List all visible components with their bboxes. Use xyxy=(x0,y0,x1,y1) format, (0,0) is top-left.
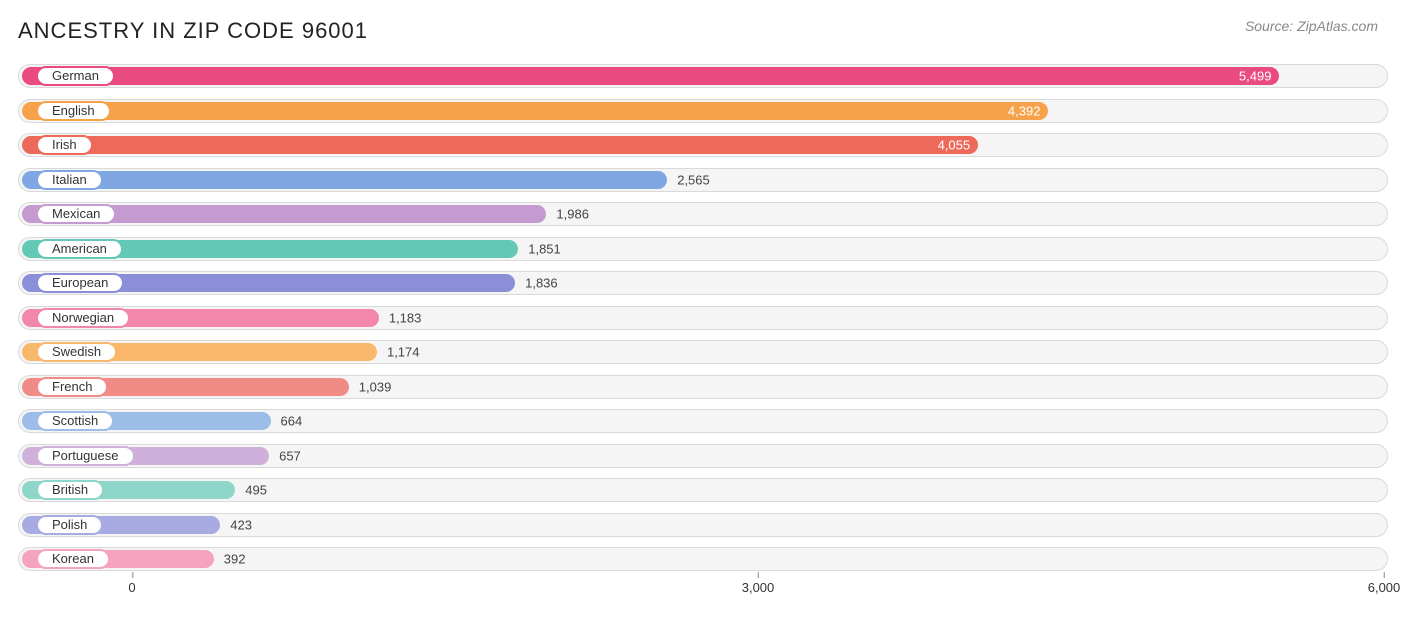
axis-tick: 0 xyxy=(128,580,135,595)
bar-label-pill: Italian xyxy=(36,170,103,190)
bar-label-pill: Polish xyxy=(36,515,103,535)
bar-value: 1,986 xyxy=(556,207,589,222)
bar-label-pill: American xyxy=(36,239,123,259)
bar-value: 1,836 xyxy=(525,276,558,291)
bar-row: Norwegian 1,183 xyxy=(18,304,1388,332)
bar-row: Italian 2,565 xyxy=(18,166,1388,194)
axis-tick: 6,000 xyxy=(1368,580,1401,595)
bar-row: Swedish 1,174 xyxy=(18,338,1388,366)
axis-tick: 3,000 xyxy=(742,580,775,595)
bar-row: European 1,836 xyxy=(18,269,1388,297)
bar-label-pill: French xyxy=(36,377,108,397)
chart-title: ANCESTRY IN ZIP CODE 96001 xyxy=(18,18,368,44)
bar-row: Mexican 1,986 xyxy=(18,200,1388,228)
bar-value: 5,499 xyxy=(1239,69,1272,84)
bar-row: English 4,392 xyxy=(18,97,1388,125)
bar-value: 1,039 xyxy=(359,379,392,394)
bar-row: Portuguese 657 xyxy=(18,442,1388,470)
bar-value: 657 xyxy=(279,448,301,463)
bar-label-pill: European xyxy=(36,273,124,293)
bar-row: Polish 423 xyxy=(18,511,1388,539)
bar-value: 4,055 xyxy=(938,138,971,153)
bar-fill xyxy=(22,171,667,189)
bar-track xyxy=(18,513,1388,537)
bar-label-pill: Mexican xyxy=(36,204,116,224)
bar-label-pill: British xyxy=(36,480,104,500)
bar-label-pill: English xyxy=(36,101,111,121)
bar-value: 1,174 xyxy=(387,345,420,360)
bar-label-pill: Scottish xyxy=(36,411,114,431)
bar-label-pill: Korean xyxy=(36,549,110,569)
x-axis: 03,0006,000 xyxy=(18,580,1388,610)
bar-value: 2,565 xyxy=(677,172,710,187)
bar-row: American 1,851 xyxy=(18,235,1388,263)
bar-row: British 495 xyxy=(18,476,1388,504)
bar-value: 392 xyxy=(224,552,246,567)
bar-value: 1,851 xyxy=(528,241,561,256)
bar-row: Irish 4,055 xyxy=(18,131,1388,159)
header: ANCESTRY IN ZIP CODE 96001 Source: ZipAt… xyxy=(18,18,1388,44)
bar-label-pill: Swedish xyxy=(36,342,117,362)
bar-label-pill: Norwegian xyxy=(36,308,130,328)
bar-row: German 5,499 xyxy=(18,62,1388,90)
bar-value: 664 xyxy=(281,414,303,429)
bar-fill xyxy=(22,67,1279,85)
bar-label-pill: Portuguese xyxy=(36,446,135,466)
bar-fill xyxy=(22,102,1048,120)
bar-chart: German 5,499 English 4,392 Irish 4,055 Italian… xyxy=(18,62,1388,610)
bar-value: 495 xyxy=(245,483,267,498)
bar-label-pill: Irish xyxy=(36,135,93,155)
bar-value: 4,392 xyxy=(1008,103,1041,118)
bar-label-pill: German xyxy=(36,66,115,86)
bar-value: 1,183 xyxy=(389,310,422,325)
bar-fill xyxy=(22,136,978,154)
bar-row: French 1,039 xyxy=(18,373,1388,401)
bar-row: Scottish 664 xyxy=(18,407,1388,435)
bar-row: Korean 392 xyxy=(18,545,1388,573)
bar-value: 423 xyxy=(230,517,252,532)
chart-source: Source: ZipAtlas.com xyxy=(1245,18,1388,34)
